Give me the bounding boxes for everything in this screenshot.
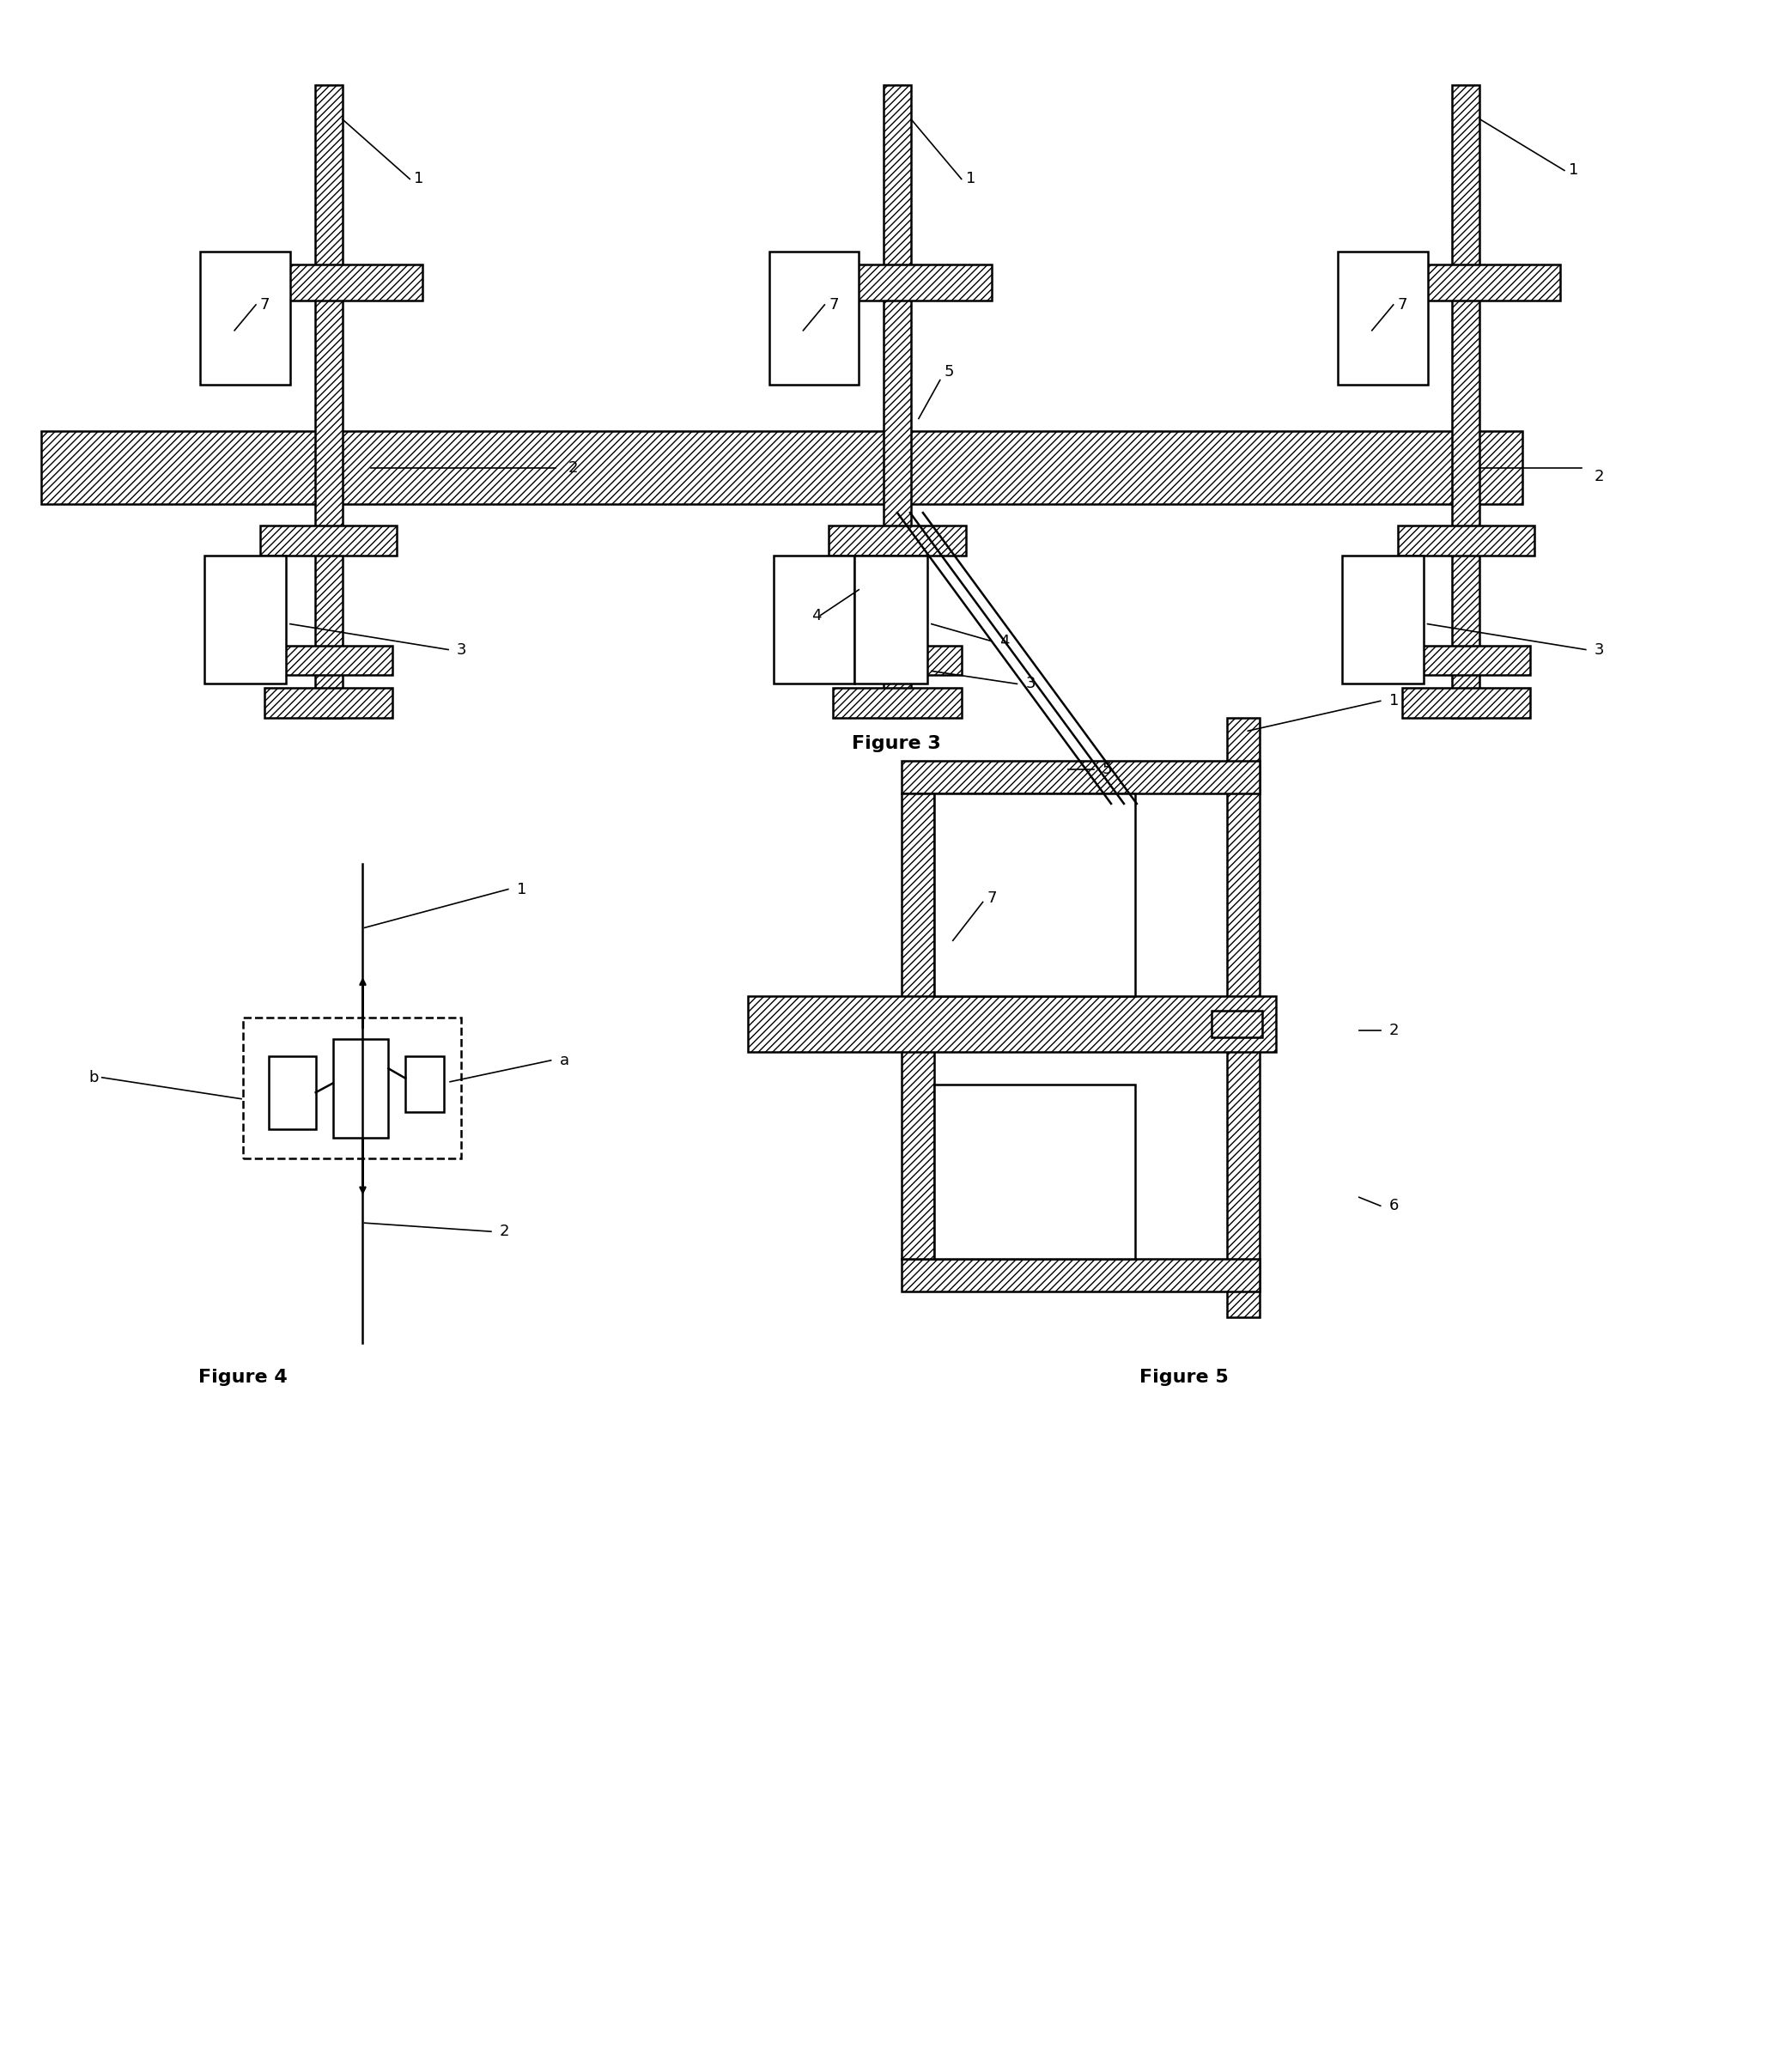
Text: 1: 1 bbox=[1389, 692, 1400, 709]
Text: 2: 2 bbox=[500, 1225, 509, 1239]
Bar bbox=[260, 526, 398, 555]
Bar bbox=[244, 1018, 461, 1159]
Bar bbox=[1398, 526, 1534, 555]
Text: 5: 5 bbox=[944, 365, 953, 379]
Bar bbox=[265, 688, 392, 719]
Text: 7: 7 bbox=[987, 891, 996, 905]
Bar bbox=[774, 555, 855, 684]
Bar bbox=[1373, 264, 1561, 301]
Text: 3: 3 bbox=[1595, 641, 1604, 657]
Bar bbox=[769, 252, 858, 385]
Bar bbox=[1228, 719, 1260, 1317]
Bar bbox=[833, 645, 962, 676]
Text: 5: 5 bbox=[1102, 762, 1113, 776]
Bar bbox=[803, 264, 991, 301]
Bar bbox=[901, 762, 1260, 793]
Bar bbox=[747, 995, 1276, 1053]
Bar bbox=[1452, 84, 1480, 719]
Bar bbox=[934, 793, 1134, 995]
Text: 2: 2 bbox=[568, 461, 577, 475]
Bar bbox=[269, 1057, 315, 1128]
Bar bbox=[265, 645, 392, 676]
Bar bbox=[315, 84, 342, 719]
Bar bbox=[201, 252, 290, 385]
Text: 1: 1 bbox=[1568, 162, 1579, 178]
Bar bbox=[204, 555, 285, 684]
Text: 7: 7 bbox=[830, 297, 839, 313]
Text: 3: 3 bbox=[1025, 676, 1036, 692]
Text: 2: 2 bbox=[1595, 469, 1604, 483]
Bar bbox=[333, 1038, 389, 1137]
Text: Figure 5: Figure 5 bbox=[1140, 1368, 1228, 1386]
Text: 1: 1 bbox=[966, 172, 975, 186]
Bar bbox=[1342, 555, 1423, 684]
Bar bbox=[855, 555, 926, 684]
Bar bbox=[1337, 252, 1428, 385]
Text: 4: 4 bbox=[1000, 633, 1009, 649]
Bar bbox=[883, 84, 910, 719]
Bar bbox=[901, 793, 934, 1260]
Bar bbox=[1211, 1010, 1262, 1038]
Text: 7: 7 bbox=[1398, 297, 1407, 313]
Bar bbox=[1401, 645, 1530, 676]
Bar bbox=[41, 432, 1523, 504]
Bar bbox=[833, 688, 962, 719]
Bar bbox=[901, 1260, 1260, 1292]
Bar bbox=[934, 1083, 1134, 1260]
Bar bbox=[830, 526, 966, 555]
Text: 7: 7 bbox=[260, 297, 271, 313]
Text: Figure 3: Figure 3 bbox=[851, 735, 941, 752]
Bar bbox=[1401, 688, 1530, 719]
Text: 2: 2 bbox=[1389, 1022, 1400, 1038]
Text: Figure 4: Figure 4 bbox=[199, 1368, 287, 1386]
Text: 3: 3 bbox=[457, 641, 466, 657]
Text: 6: 6 bbox=[1389, 1198, 1400, 1214]
Bar bbox=[235, 264, 423, 301]
Text: 1: 1 bbox=[516, 881, 527, 897]
Text: 1: 1 bbox=[414, 172, 425, 186]
Text: b: b bbox=[90, 1069, 99, 1085]
Text: a: a bbox=[559, 1053, 570, 1069]
Bar bbox=[405, 1057, 444, 1112]
Text: 4: 4 bbox=[812, 608, 823, 623]
